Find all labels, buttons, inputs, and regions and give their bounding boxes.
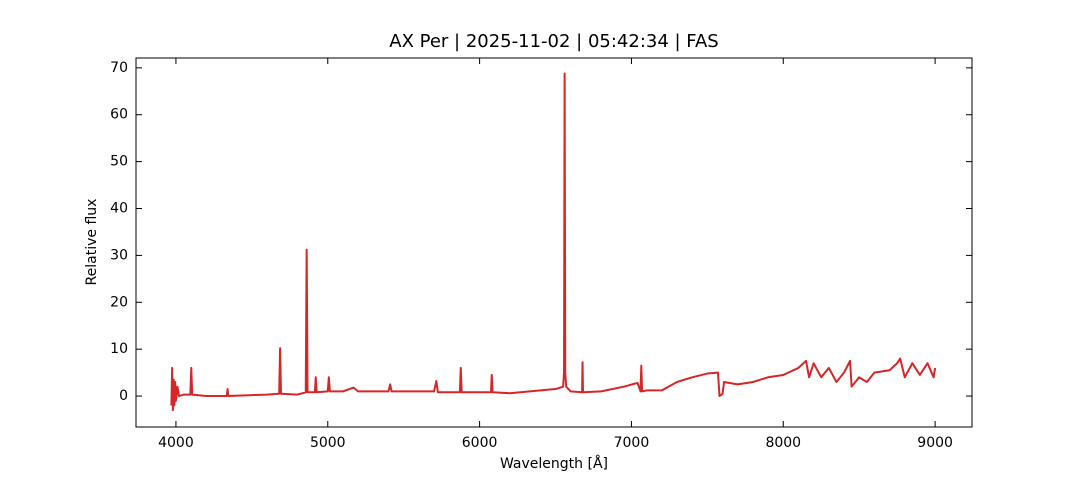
x-tick-label: 9000 <box>917 435 953 451</box>
x-axis-label: Wavelength [Å] <box>500 455 608 472</box>
y-tick-label: 40 <box>110 201 128 217</box>
y-tick-label: 30 <box>110 247 128 263</box>
spectrum-line <box>170 72 937 412</box>
y-tick-label: 60 <box>110 107 128 123</box>
y-tick-label: 10 <box>110 341 128 357</box>
x-tick-label: 7000 <box>614 435 650 451</box>
y-axis-label: Relative flux <box>84 199 100 286</box>
x-tick-label: 5000 <box>310 435 346 451</box>
y-tick-label: 50 <box>110 154 128 170</box>
plot-frame <box>135 57 973 428</box>
x-tick-label: 6000 <box>462 435 498 451</box>
y-tick-label: 20 <box>110 294 128 310</box>
chart-title: AX Per | 2025-11-02 | 05:42:34 | FAS <box>389 31 718 52</box>
x-tick-label: 8000 <box>765 435 801 451</box>
y-tick-label: 0 <box>119 388 128 404</box>
y-tick-label: 70 <box>110 60 128 76</box>
x-tick-label: 4000 <box>158 435 194 451</box>
